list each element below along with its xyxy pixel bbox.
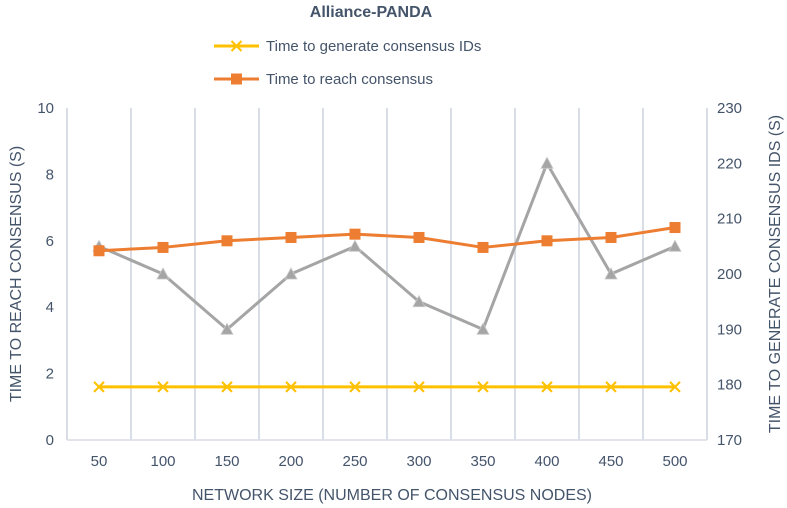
x-tick-label: 50 [91, 453, 108, 470]
x-tick-label: 500 [662, 453, 687, 470]
right-tick-label: 230 [717, 100, 742, 117]
series-0 [93, 381, 681, 393]
data-point-triangle [668, 239, 682, 252]
left-tick-label: 10 [37, 100, 54, 117]
series-line [98, 161, 676, 331]
data-point-x [477, 381, 489, 393]
x-tick-label: 400 [534, 453, 559, 470]
data-point-square [605, 231, 617, 243]
x-axis-label: NETWORK SIZE (NUMBER OF CONSENSUS NODES) [192, 487, 592, 504]
data-point-x [285, 381, 297, 393]
right-tick-label: 180 [717, 377, 742, 394]
left-tick-label: 0 [46, 432, 54, 449]
right-tick-label: 210 [717, 211, 742, 228]
legend: Time to generate consensus IDs Time to re… [214, 38, 481, 88]
data-point-x [669, 381, 681, 393]
data-point-square [93, 245, 105, 257]
x-tick-label: 100 [150, 453, 175, 470]
data-point-square [669, 222, 681, 234]
data-point-x [605, 381, 617, 393]
x-tick-label: 250 [342, 453, 367, 470]
right-axis-ticks: 170 180 190 200 210 220 230 [717, 100, 742, 449]
plot-area [92, 156, 682, 393]
data-point-triangle [348, 239, 362, 252]
legend-marker-square [231, 73, 242, 85]
data-point-triangle [156, 267, 170, 280]
x-tick-label: 200 [278, 453, 303, 470]
data-point-square [221, 235, 233, 247]
data-point-triangle [540, 156, 554, 169]
data-point-x [221, 381, 233, 393]
series-1 [93, 222, 681, 257]
legend-item: Time to reach consensus [214, 71, 433, 88]
left-axis-label: TIME TO REACH CONSENSUS (S) [8, 146, 25, 402]
data-point-square [285, 231, 297, 243]
data-point-x [349, 381, 361, 393]
data-point-square [477, 241, 489, 253]
data-point-square [157, 241, 169, 253]
x-axis-ticks: 50 100 150 200 250 300 350 400 450 500 [91, 453, 688, 470]
data-point-x [93, 381, 105, 393]
right-tick-label: 170 [717, 432, 742, 449]
data-point-square [349, 228, 361, 240]
data-point-square [541, 235, 553, 247]
left-tick-label: 2 [46, 366, 54, 383]
series-line [98, 226, 676, 253]
right-tick-label: 190 [717, 321, 742, 338]
x-tick-label: 450 [598, 453, 623, 470]
left-axis-ticks: 0 2 4 6 8 10 [37, 100, 54, 449]
data-point-triangle [220, 322, 234, 335]
legend-label: Time to generate consensus IDs [266, 38, 481, 55]
x-tick-label: 350 [470, 453, 495, 470]
right-axis-label: TIME TO GENERATE CONSENSUS IDS (S) [767, 115, 784, 433]
data-point-square [413, 231, 425, 243]
data-point-triangle [476, 322, 490, 335]
legend-label: Time to reach consensus [266, 71, 433, 88]
legend-item: Time to generate consensus IDs [214, 38, 481, 55]
data-point-triangle [604, 267, 618, 280]
left-tick-label: 8 [46, 166, 54, 183]
chart-title: Alliance-PANDA [310, 4, 433, 21]
right-tick-label: 200 [717, 266, 742, 283]
x-tick-label: 150 [214, 453, 239, 470]
data-point-x [541, 381, 553, 393]
data-point-triangle [284, 267, 298, 280]
data-point-x [157, 381, 169, 393]
data-point-x [413, 381, 425, 393]
legend-marker-x [230, 40, 243, 52]
x-tick-label: 300 [406, 453, 431, 470]
right-tick-label: 220 [717, 155, 742, 172]
left-tick-label: 4 [46, 299, 54, 316]
data-point-triangle [412, 294, 426, 308]
left-tick-label: 6 [46, 233, 54, 250]
vertical-gridlines [66, 108, 708, 441]
